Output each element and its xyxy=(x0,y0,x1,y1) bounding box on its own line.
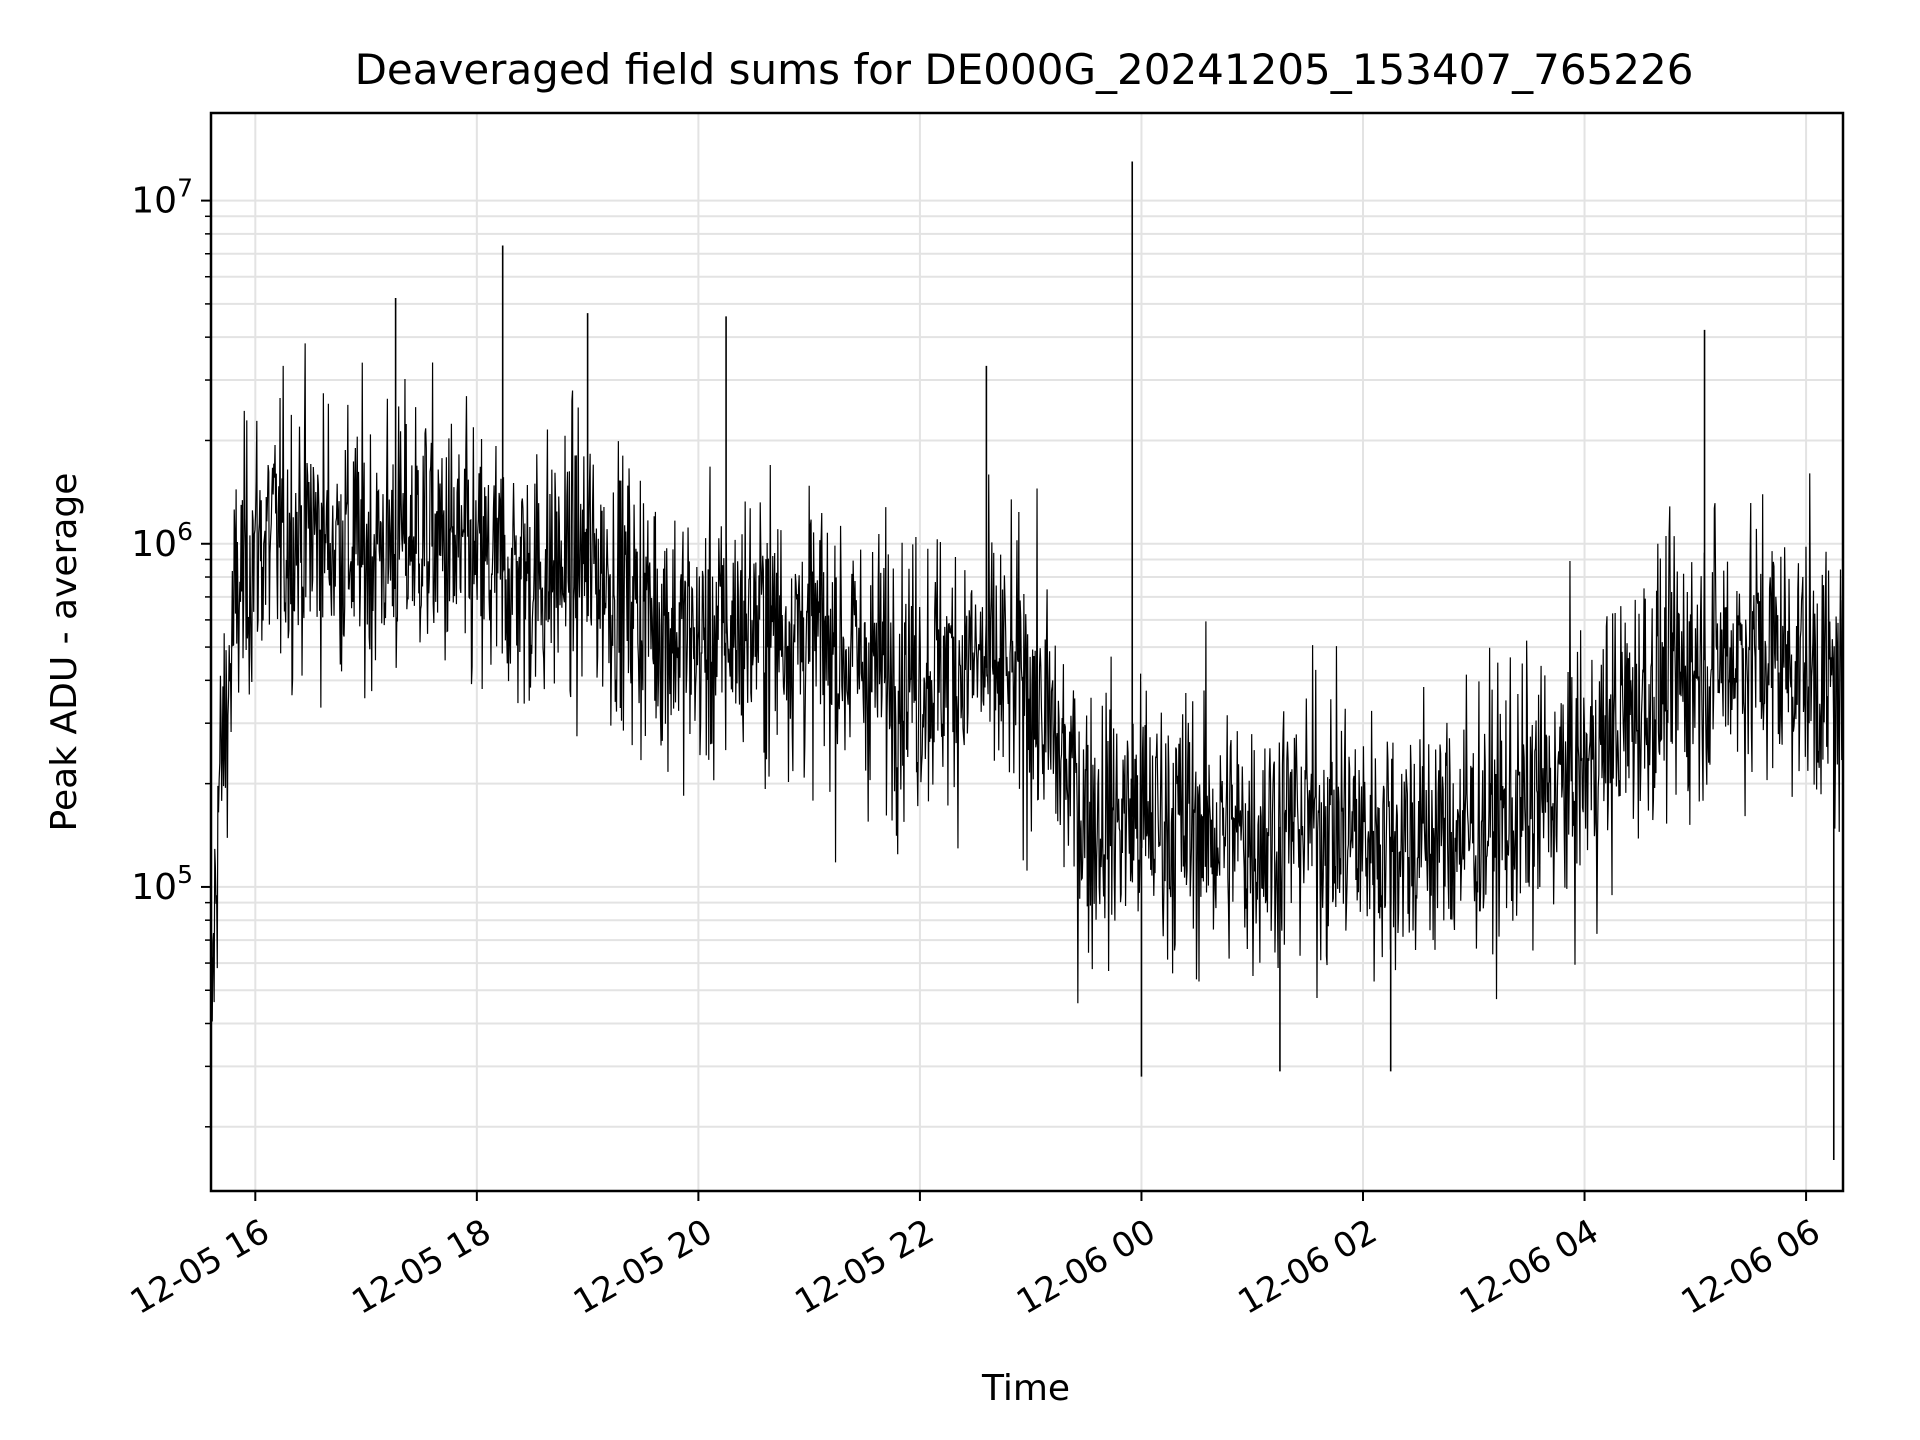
data-series xyxy=(210,161,1844,1161)
x-tick-label: 12-05 22 xyxy=(788,1212,940,1323)
chart-title: Deaveraged field sums for DE000G_2024120… xyxy=(355,45,1694,94)
y-axis-label: Peak ADU - average xyxy=(44,473,85,832)
x-tick-label: 12-05 18 xyxy=(345,1212,497,1323)
x-tick-label: 12-06 00 xyxy=(1010,1212,1162,1323)
x-tick-label: 12-06 06 xyxy=(1675,1212,1827,1323)
plot-area-frame xyxy=(209,111,1845,1193)
x-axis-label: Time xyxy=(981,1368,1070,1409)
x-tick-label: 12-05 16 xyxy=(124,1212,276,1323)
x-tick-label: 12-06 02 xyxy=(1232,1212,1384,1323)
x-tick-label: 12-05 20 xyxy=(567,1212,719,1323)
y-tick-label: 107 xyxy=(131,174,193,222)
y-tick-label: 106 xyxy=(131,517,193,565)
y-tick-label: 105 xyxy=(131,860,193,908)
series-line xyxy=(210,343,1844,1022)
x-tick-label: 12-06 04 xyxy=(1453,1212,1605,1323)
y-axis: 105 106 107 xyxy=(131,174,211,1128)
x-axis: 12-05 16 12-05 18 12-05 20 12-05 22 12-06 00… xyxy=(124,1191,1827,1323)
